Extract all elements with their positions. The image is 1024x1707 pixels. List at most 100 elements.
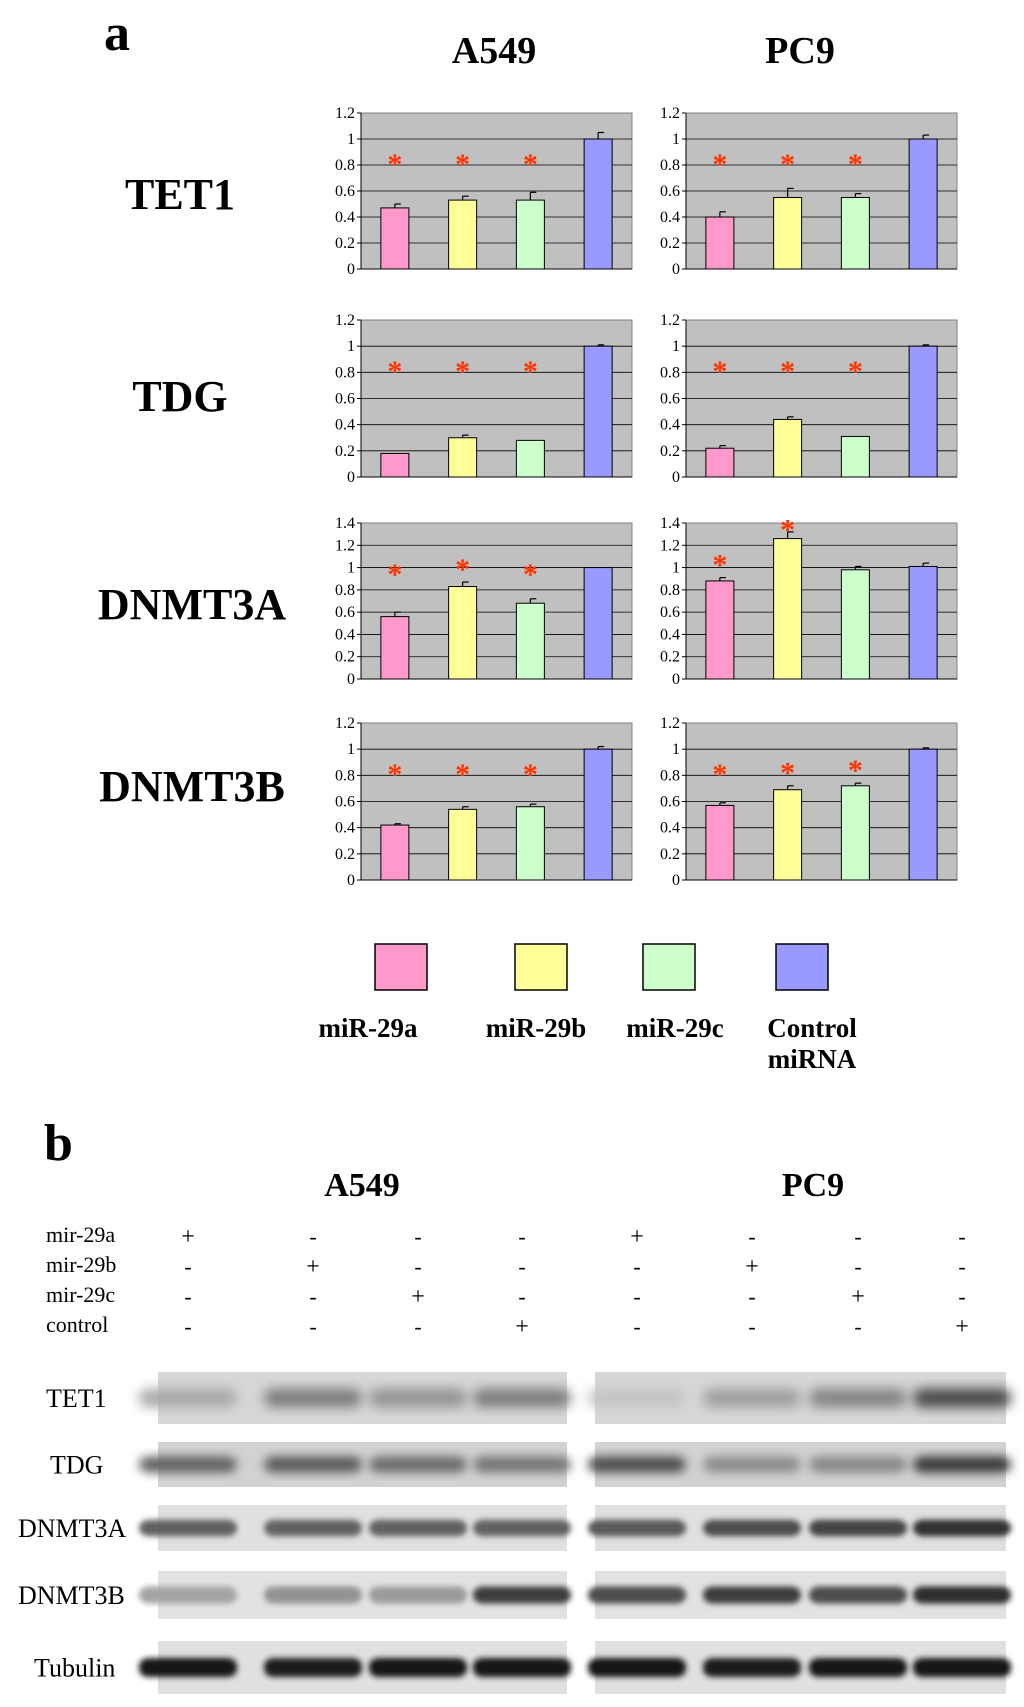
y-tick-label: 1 [347,741,355,758]
significance-star: * [455,758,470,791]
y-tick-label: 0.6 [660,183,680,200]
legend-label-control-mirna: Control [767,1013,857,1043]
blot-band [264,1586,362,1604]
bar-mir-29a [380,452,410,478]
legend-swatch-mir-29b [514,943,568,991]
treatment-mark: - [414,1314,421,1339]
treatment-mark: - [309,1224,316,1249]
bar-mir-29c [515,602,545,680]
blot-band [588,1388,686,1408]
bar-control-mirna [583,345,613,478]
y-tick-label: 0.2 [335,649,355,666]
y-tick-label: 0.8 [660,157,680,174]
bar-mir-29a [705,447,735,478]
y-tick-label: 1 [672,131,680,148]
treatment-mark: - [184,1284,191,1309]
chart-dnmt3b-a549: 0 0.2 0.4 0.6 0.8 1 1.2 * * * [335,715,633,889]
y-tick-label: 0.6 [335,604,355,621]
y-tick-label: 1.4 [660,515,680,532]
chart-dnmt3a-a549: 0 0.2 0.4 0.6 0.8 1 1.2 1.4 * * * [335,515,633,688]
bar-mir-29c [840,785,870,881]
bar-control-mirna [583,138,613,270]
legend-label-mir-29a: miR-29a [319,1013,418,1043]
bar-mir-29b [448,437,478,478]
y-tick-label: 0.2 [335,443,355,460]
significance-star: * [712,355,727,388]
significance-star: * [523,148,538,181]
chart-tdg-a549: 0 0.2 0.4 0.6 0.8 1 1.2 * * * [335,312,633,486]
treatment-label-mir-29b: mir-29b [46,1252,116,1277]
bar-control-mirna [908,345,938,478]
significance-star: * [455,355,470,388]
y-tick-label: 0.4 [660,820,680,837]
blot-band [264,1388,362,1408]
blot-band [809,1657,907,1678]
blot-band [588,1519,686,1537]
treatment-mark: - [518,1254,525,1279]
column-title-pc9: PC9 [765,30,835,72]
blot-band [809,1586,907,1604]
y-tick-label: 0 [347,671,355,688]
y-tick-label: 1 [347,560,355,577]
significance-star: * [523,758,538,791]
chart-tet1-a549: 0 0.2 0.4 0.6 0.8 1 1.2 * * * [335,105,633,278]
y-tick-label: 0.8 [335,364,355,381]
blot-label-dnmt3b: DNMT3B [18,1581,125,1610]
significance-star: * [523,355,538,388]
significance-star: * [848,355,863,388]
treatment-mark: - [854,1254,861,1279]
treatment-mark: - [748,1224,755,1249]
y-tick-label: 0.6 [335,183,355,200]
y-tick-label: 0.8 [335,582,355,599]
blot-band [809,1519,907,1537]
y-tick-label: 1 [672,560,680,577]
blot-label-tet1: TET1 [46,1384,107,1413]
y-tick-label: 0.8 [660,767,680,784]
blot-band [139,1388,237,1408]
chart-tet1-pc9: 0 0.2 0.4 0.6 0.8 1 1.2 * * * [660,105,958,278]
blot-title-a549: A549 [324,1167,400,1204]
panel-a-label: a [104,5,130,62]
y-tick-label: 0.4 [335,626,355,643]
treatment-mark: - [309,1284,316,1309]
treatment-mark: - [748,1314,755,1339]
significance-star: * [455,148,470,181]
y-tick-label: 1 [672,338,680,355]
y-tick-label: 0.2 [660,443,680,460]
significance-star: * [387,148,402,181]
treatment-mark: - [414,1254,421,1279]
treatment-mark: - [748,1284,755,1309]
row-title-dnmt3b: DNMT3B [99,762,285,811]
bar-control-mirna [908,748,938,881]
y-tick-label: 0 [347,872,355,889]
y-tick-label: 1.4 [335,515,355,532]
significance-star: * [712,148,727,181]
treatment-mark: - [958,1284,965,1309]
bar-mir-29c [515,806,545,881]
legend-swatch-mir-29c [642,943,696,991]
panel-b-label: b [44,1115,73,1172]
bar-mir-29a [705,804,735,881]
significance-star: * [387,758,402,791]
bar-mir-29a [380,616,410,680]
treatment-table: mir-29a + - - - + - - - mir-29b - + - - - + - - mir-29c - - +… [46,1222,969,1340]
treatment-mark: + [955,1314,969,1340]
bar-control-mirna [583,567,613,680]
treatment-mark: - [854,1314,861,1339]
legend-swatch-control-mirna [775,943,829,991]
blot-band [473,1388,571,1408]
blot-band [703,1586,801,1604]
blot-band [913,1519,1011,1537]
blot-band [139,1586,237,1604]
y-tick-label: 0 [672,671,680,688]
blot-band [369,1388,467,1408]
y-tick-label: 0.4 [660,209,680,226]
bar-mir-29b [448,808,478,881]
significance-star: * [387,558,402,591]
y-tick-label: 0 [672,261,680,278]
chart-dnmt3a-pc9: 0 0.2 0.4 0.6 0.8 1 1.2 1.4 * * [660,513,958,688]
blot-band [369,1657,467,1678]
blot-label-tdg: TDG [50,1451,103,1480]
